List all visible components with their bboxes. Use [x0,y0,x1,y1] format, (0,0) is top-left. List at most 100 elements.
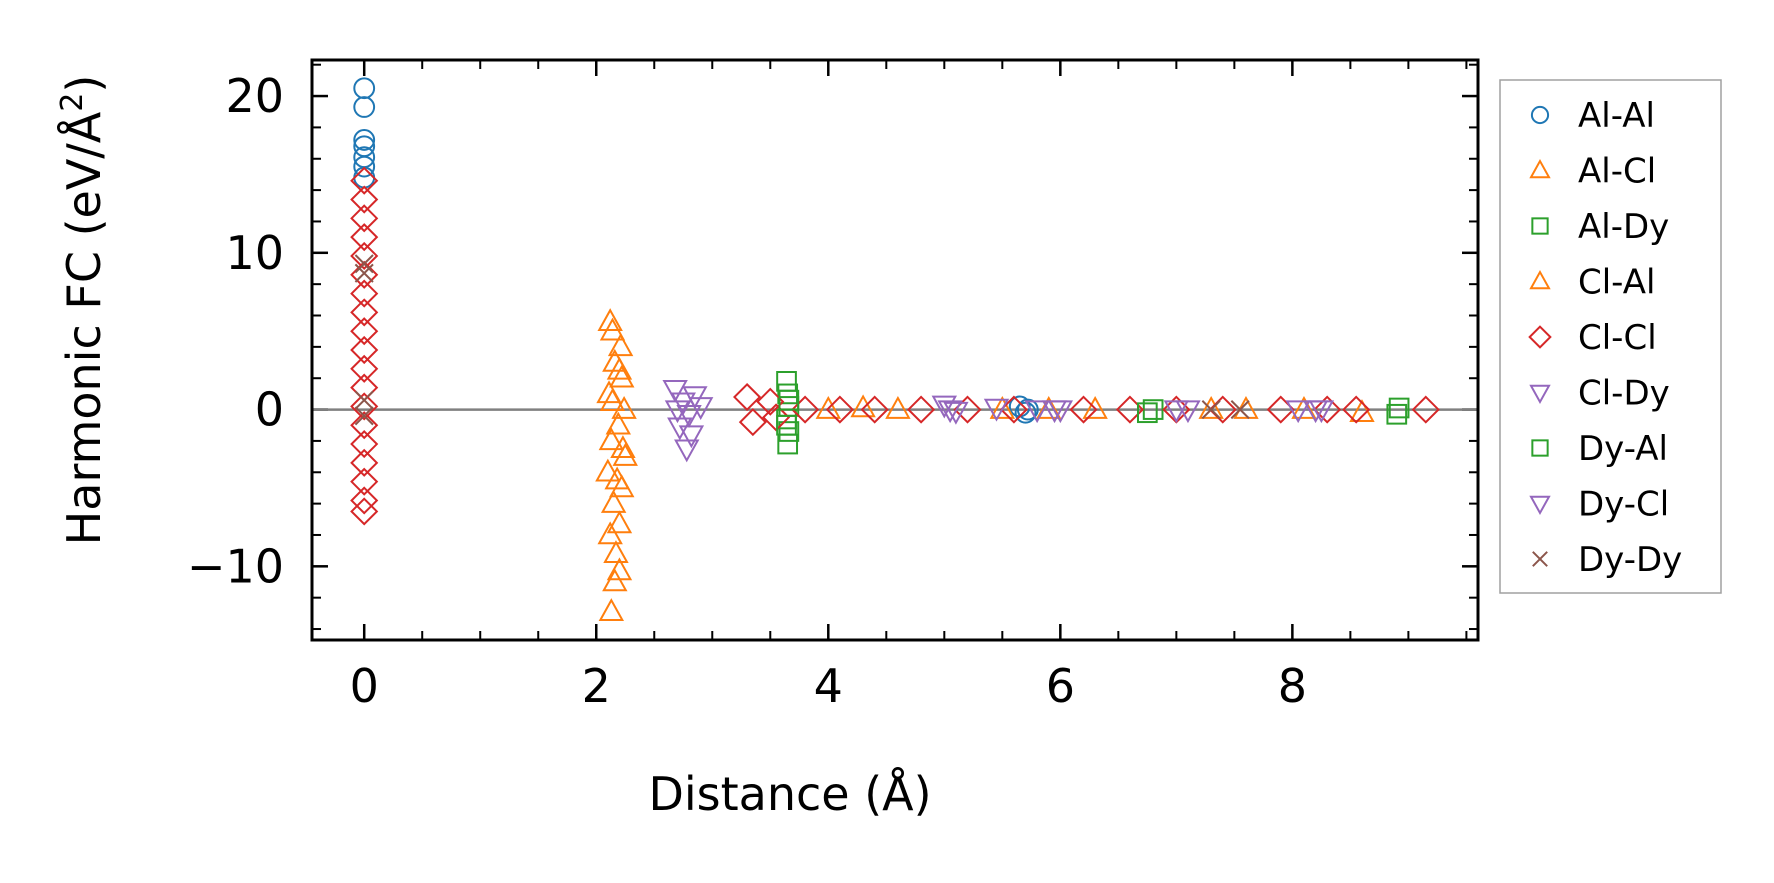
data-point [350,204,379,233]
legend-marker [1529,158,1551,179]
series-dy-al [776,389,1408,436]
data-point [676,405,702,428]
data-point [1386,403,1408,425]
data-point [606,557,633,581]
legend-marker [1531,217,1549,235]
data-point [1082,395,1108,419]
data-point [354,263,374,283]
y-axis-title-superscript: 2 [55,93,90,112]
data-point [602,568,628,592]
x-axis-title: Distance (Å) [648,767,931,821]
legend-label: Dy-Dy [1578,540,1682,580]
data-point [604,466,630,490]
data-point [1136,402,1158,424]
y-axis-title: Harmonic FC (eV/Å2) [55,75,111,546]
data-point [350,185,379,214]
data-point [1302,400,1329,424]
data-point [943,401,969,425]
series-al-al [353,77,1039,424]
data-point [353,166,376,189]
legend-label: Cl-Cl [1578,318,1657,358]
series-dy-cl [664,400,1329,449]
data-point [1016,398,1039,421]
data-point [603,540,629,564]
axis-ticks [312,60,1478,640]
x-tick-label: 4 [814,659,843,713]
tick-labels: 0 2 4 6 8 −10 0 10 20 [187,69,1307,713]
data-point [598,598,625,622]
legend-label: Dy-Cl [1578,485,1669,525]
data-point [350,223,379,252]
data-point [607,333,634,357]
data-point [1285,400,1311,424]
x-tick-label: 0 [350,659,379,713]
data-point [350,429,379,459]
data-point [738,408,767,437]
data-point [350,486,379,515]
data-point [1036,395,1062,419]
series-al-cl [595,308,1375,622]
series-dy-dy [354,254,1250,426]
data-point [1047,400,1074,424]
legend-marker [1529,495,1551,516]
x-tick-label: 2 [582,659,611,713]
legend-label: Cl-Al [1578,263,1655,303]
data-point [600,490,627,513]
data-point [350,497,379,526]
data-point [1175,400,1201,424]
data-point [776,371,797,392]
legend-label: Al-Dy [1578,207,1669,247]
data-point [983,398,1010,422]
series-cl-cl [350,166,1440,526]
y-axis-title-main: Harmonic FC (eV/Å [57,111,111,545]
data-point [350,448,379,477]
data-point [1201,400,1221,420]
legend-marker [1529,384,1551,405]
data-point [354,254,374,274]
data-point [1014,401,1037,424]
data-point [350,260,379,289]
data-point [350,373,379,402]
data-point [1230,400,1250,420]
data-point [353,155,376,178]
data-point [1291,395,1317,419]
y-tick-label: 10 [225,226,284,280]
data-point [350,335,379,365]
data-point [350,166,379,195]
data-point [777,383,799,405]
data-point [350,392,379,421]
data-point [860,395,889,424]
data-point [354,390,374,410]
data-point [353,129,376,151]
data-point [885,395,911,419]
data-point [350,298,379,327]
data-point [778,389,800,411]
data-point [1388,397,1410,419]
data-point [606,510,633,534]
data-point [1024,400,1050,424]
data-point [350,467,379,496]
legend-marker [1528,325,1552,349]
data-point [606,356,633,380]
data-point [778,421,800,442]
y-axis-title-close: ) [57,75,111,93]
data-point [682,386,708,410]
data-point [612,442,638,466]
data-point [354,406,374,426]
y-tick-label: 0 [255,383,284,437]
data-points [350,77,1440,622]
data-point [350,241,379,271]
data-point [1313,395,1342,424]
data-point [350,354,379,383]
data-point [350,411,379,440]
data-point [791,395,820,424]
legend-label: Al-Al [1578,96,1655,136]
legend-entries: Al-Al Al-Cl Al-Dy Cl-Al Cl-Cl Cl-Dy Dy-Al Dy-Cl… [1528,96,1682,580]
data-point [687,397,714,421]
data-point [662,379,688,403]
data-point [815,395,841,419]
legend-label: Al-Cl [1578,152,1656,192]
data-point [931,395,958,419]
data-point [605,411,631,435]
